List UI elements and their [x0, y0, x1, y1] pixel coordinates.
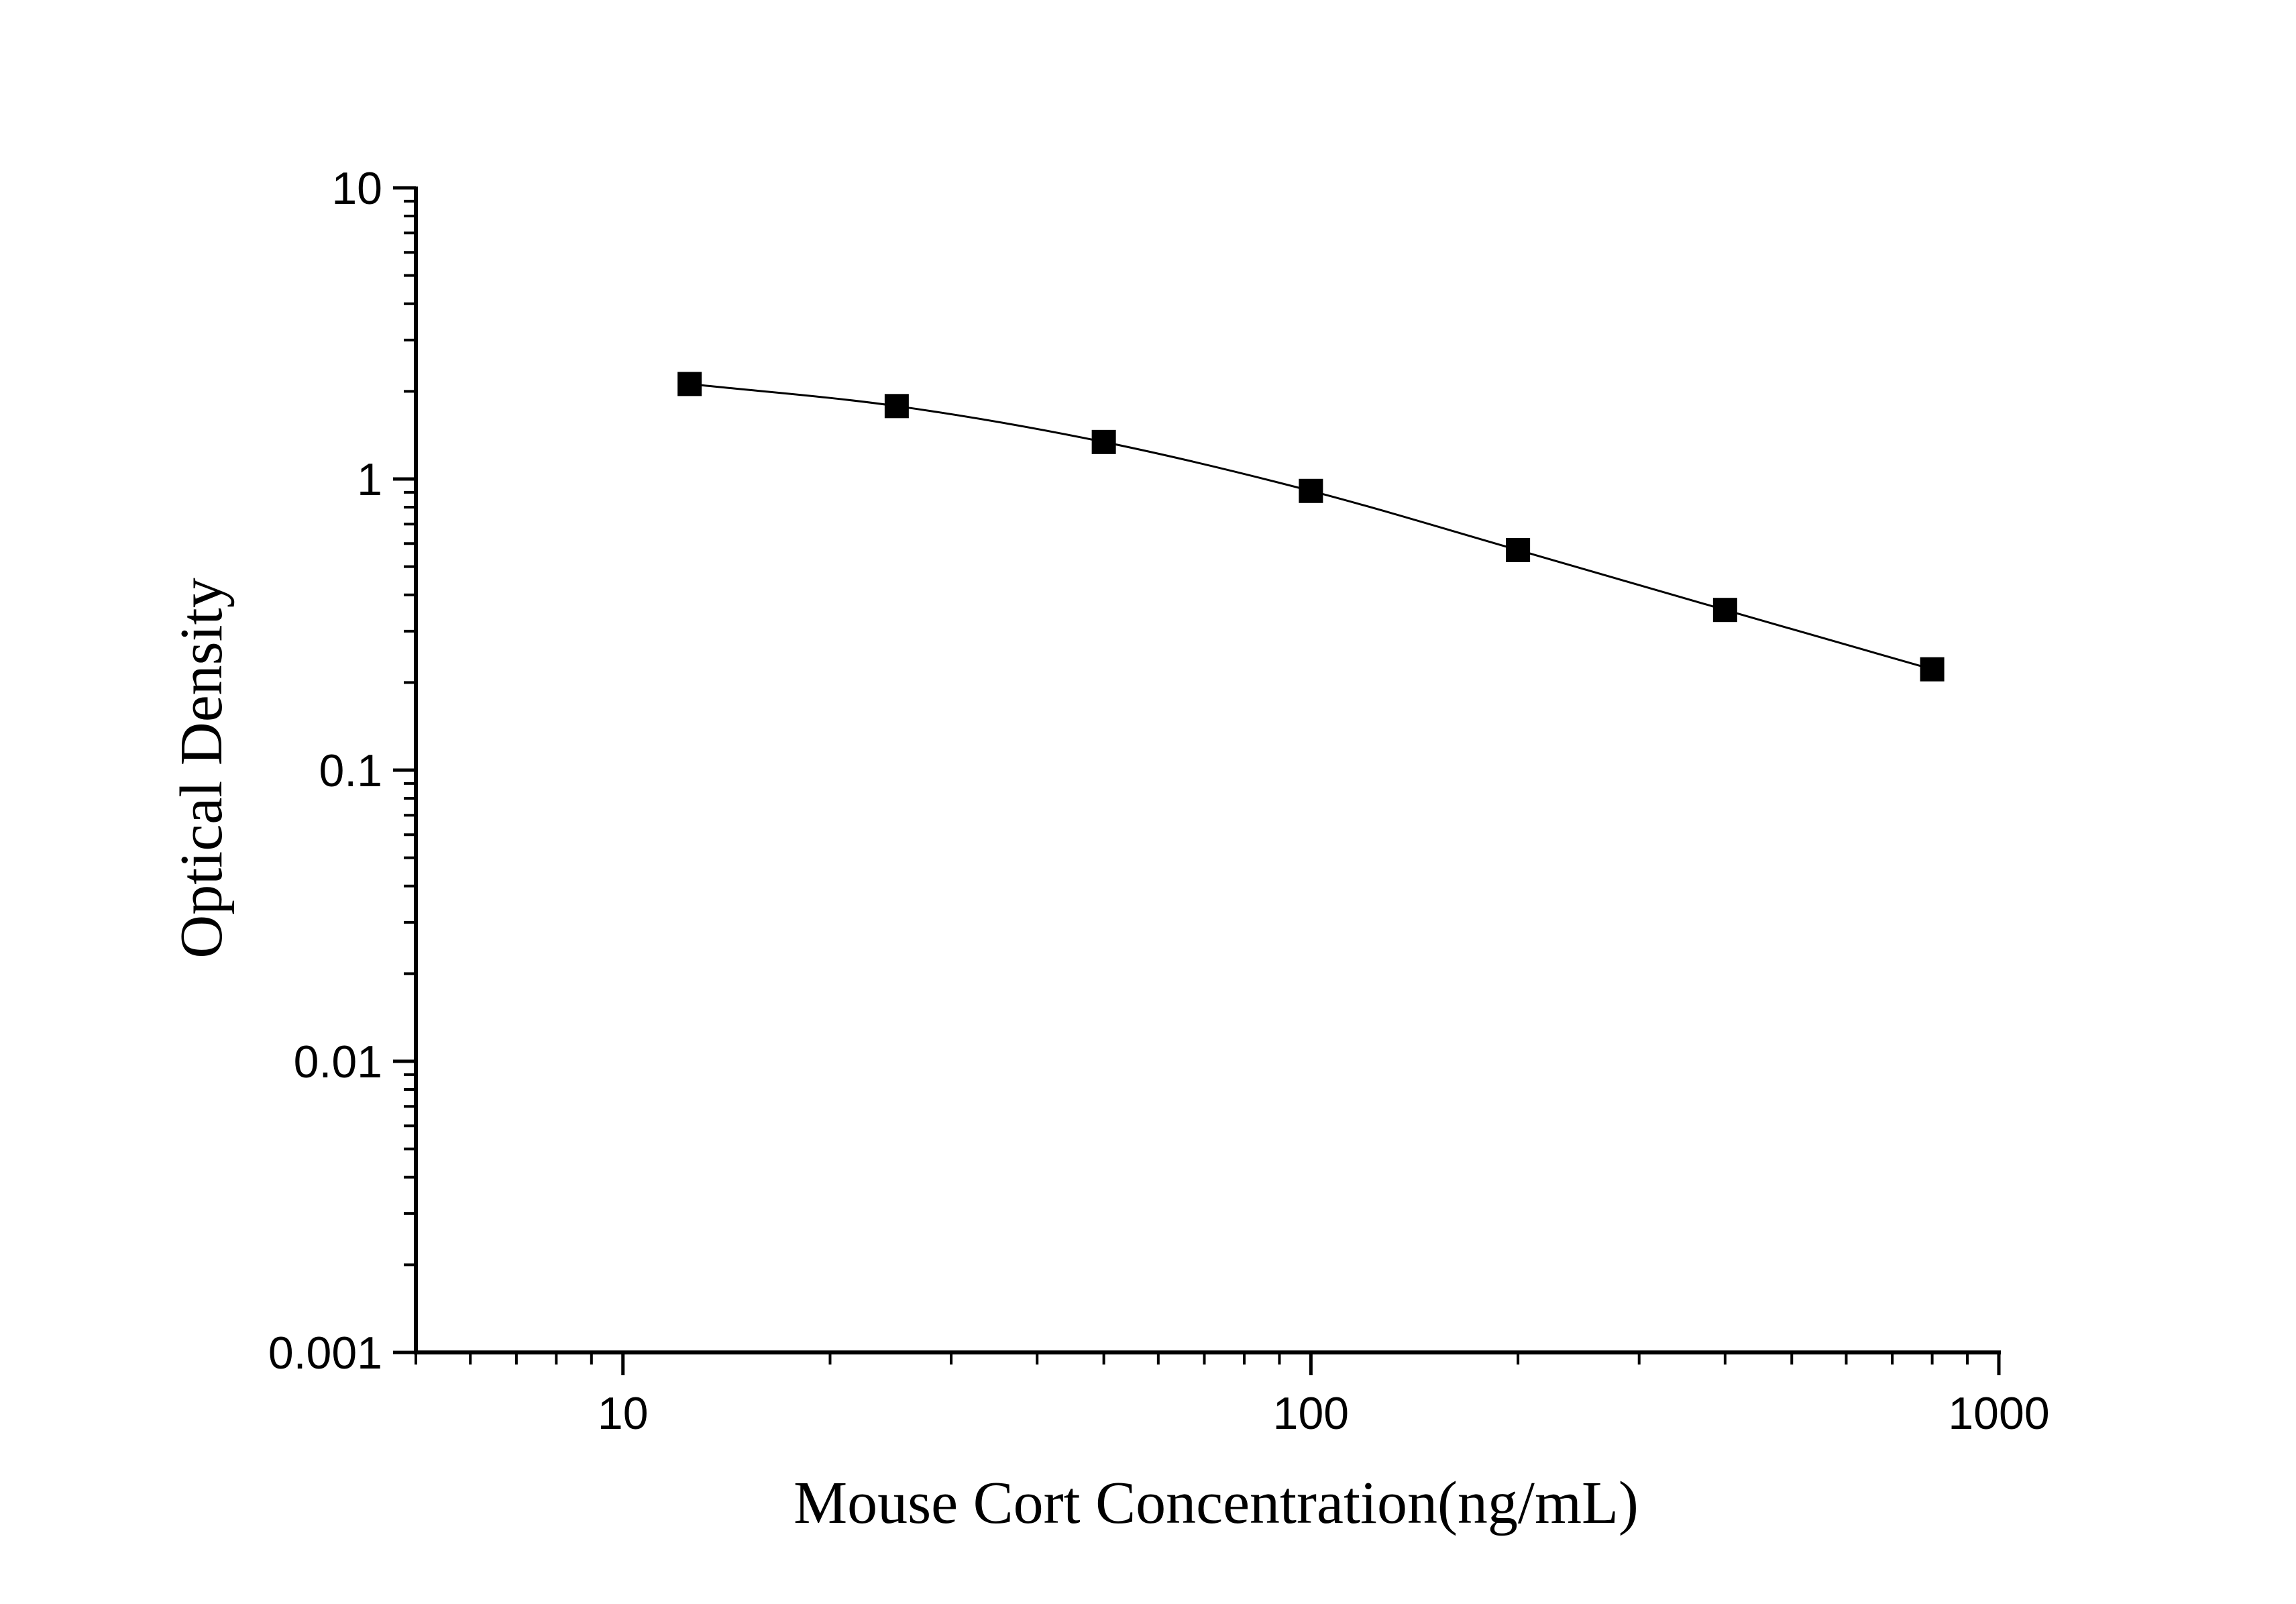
x-tick-label: 10	[598, 1388, 649, 1439]
x-axis-title: Mouse Cort Concentration(ng/mL)	[794, 1470, 1639, 1536]
data-points	[677, 372, 1945, 682]
y-tick-label: 0.001	[268, 1328, 382, 1379]
data-point	[1920, 657, 1945, 682]
y-tick-label: 1	[357, 454, 382, 505]
fit-curve	[689, 382, 1933, 671]
data-point	[884, 394, 909, 419]
data-point	[677, 372, 702, 396]
data-point	[1506, 537, 1531, 562]
x-tick-label: 1000	[1948, 1388, 2049, 1439]
x-tick-label: 100	[1273, 1388, 1349, 1439]
fit-line-layer	[689, 382, 1933, 671]
data-point	[1091, 429, 1116, 454]
y-tick-label: 10	[331, 163, 382, 214]
data-point	[1712, 598, 1737, 623]
y-tick-label: 0.1	[319, 745, 382, 796]
y-axis-title: Optical Density	[168, 578, 235, 958]
ticks: 0.001 0.01 0.1 1 10 10 100 1000	[268, 163, 2050, 1439]
axes	[414, 186, 2001, 1354]
data-point	[1299, 478, 1323, 503]
y-tick-label: 0.01	[294, 1036, 382, 1087]
